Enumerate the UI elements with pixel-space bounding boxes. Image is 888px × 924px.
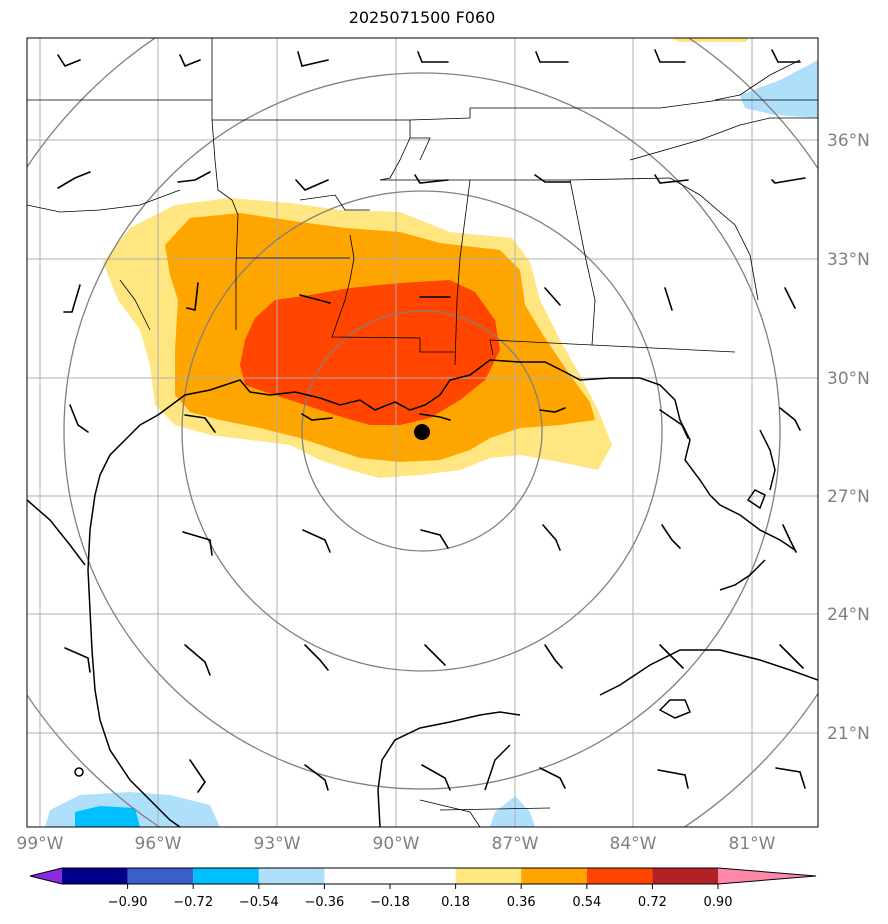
longitude-labels: 99°W 96°W 93°W 90°W 87°W 84°W 81°W [17, 834, 776, 854]
lon-label: 99°W [17, 834, 64, 854]
lon-label: 90°W [373, 834, 420, 854]
colorbar-segment [718, 868, 816, 884]
colorbar-tick-label: −0.18 [370, 895, 410, 910]
colorbar-tick-label: 0.36 [507, 895, 536, 910]
lon-label: 87°W [492, 834, 539, 854]
colorbar-segment [455, 868, 522, 884]
field-contour-neg-0.18-ne [740, 60, 818, 118]
gridlines [27, 38, 818, 827]
lat-label: 21°N [827, 724, 870, 744]
colorbar-segment [586, 868, 653, 884]
coastlines [27, 359, 818, 827]
lon-label: 96°W [135, 834, 182, 854]
wind-barbs [57, 49, 806, 793]
colorbar-segment [193, 868, 259, 884]
lat-label: 33°N [827, 250, 870, 270]
colorbar-tick-label: −0.54 [239, 895, 279, 910]
storm-center-marker [414, 424, 430, 440]
map-title: 2025071500 F060 [348, 8, 496, 27]
colorbar-tick-label: 0.90 [704, 895, 733, 910]
colorbar-segment [324, 868, 390, 884]
lat-label: 36°N [827, 131, 870, 151]
field-contour-0.54 [240, 280, 500, 425]
colorbar-tick-label: 0.54 [572, 895, 601, 910]
lat-label: 30°N [827, 369, 870, 389]
lon-label: 81°W [729, 834, 776, 854]
map-frame [26, 37, 819, 828]
colorbar-tick-label: 0.72 [638, 895, 667, 910]
colorbar-segment [258, 868, 325, 884]
colorbar-segment [62, 868, 128, 884]
lon-label: 84°W [610, 834, 657, 854]
colorbar-segment [390, 868, 456, 884]
colorbar-tick-label: −0.90 [108, 895, 148, 910]
lat-label: 24°N [827, 605, 870, 625]
colorbar: −0.90 −0.72 −0.54 −0.36 −0.18 0.18 0.36 … [29, 867, 817, 910]
field-contour-0.18-top [670, 38, 750, 42]
shaded-field [45, 38, 818, 827]
state-borders [27, 38, 818, 827]
lat-label: 27°N [827, 487, 870, 507]
colorbar-tick-label: −0.72 [173, 895, 213, 910]
colorbar-segment [652, 868, 718, 884]
colorbar-segment [30, 868, 62, 884]
colorbar-tick-label: 0.18 [441, 895, 470, 910]
field-contour-neg-0.36-sw [75, 806, 140, 827]
latitude-labels: 36°N 33°N 30°N 27°N 24°N 21°N [827, 131, 870, 744]
colorbar-tick-label: −0.36 [304, 895, 344, 910]
lon-label: 93°W [254, 834, 301, 854]
colorbar-segment [127, 868, 194, 884]
colorbar-segment [521, 868, 587, 884]
field-contour-neg-0.18-s [490, 796, 535, 827]
colorbar-outline [29, 867, 817, 885]
